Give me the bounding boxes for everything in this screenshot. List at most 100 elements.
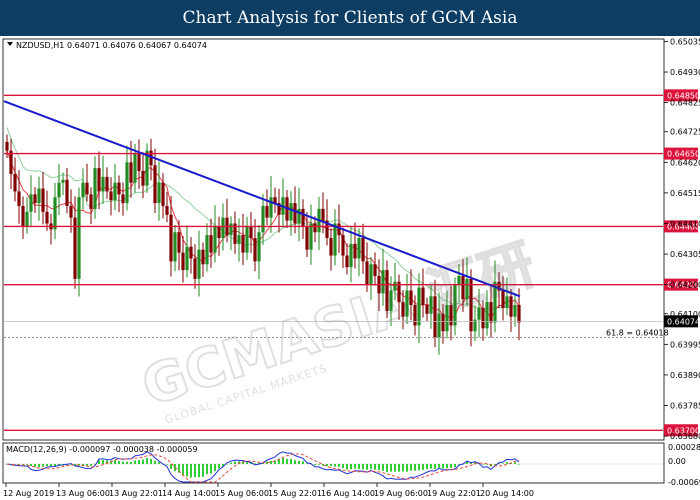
bear-candle: [497, 281, 501, 291]
bull-candle: [61, 179, 65, 183]
macd-histogram-bar: [230, 462, 232, 464]
macd-histogram-bar: [458, 464, 460, 465]
macd-panel-frame: [2, 442, 665, 484]
macd-histogram-bar: [282, 458, 284, 464]
macd-histogram-bar: [398, 464, 400, 472]
macd-histogram-bar: [142, 459, 144, 464]
bull-candle: [381, 270, 385, 294]
bull-candle: [29, 194, 33, 212]
symbol-dropdown-icon[interactable]: [7, 42, 13, 46]
bear-candle: [361, 238, 365, 262]
bull-candle: [185, 246, 189, 271]
macd-histogram-bar: [518, 463, 520, 465]
macd-histogram-bar: [346, 464, 348, 470]
candlestick-chart[interactable]: 0.64850 0.64650 0.64400 0.64200 0.63700 0.640…: [0, 36, 700, 500]
bear-candle: [165, 206, 169, 215]
macd-indicator: [4, 451, 663, 483]
macd-histogram-bar: [482, 464, 484, 465]
macd-title: MACD(12,26,9) -0.000097 -0.000038 -0.000…: [6, 445, 198, 454]
macd-histogram-bar: [122, 461, 124, 464]
time-tick-label: 19 Aug 06:00: [374, 489, 428, 498]
macd-histogram-bar: [402, 464, 404, 472]
time-tick-label: 19 Aug 22:01: [427, 489, 481, 498]
macd-histogram-bar: [334, 464, 336, 467]
bear-candle: [69, 206, 73, 218]
bear-candle: [321, 208, 325, 221]
bear-candle: [189, 246, 193, 259]
ohlc-readout: 0.64071 0.64076 0.64067 0.64074: [67, 41, 207, 50]
bear-candle: [141, 171, 145, 186]
bear-candle: [137, 153, 141, 172]
bear-candle: [313, 223, 317, 233]
level-tag: [664, 278, 698, 291]
macd-histogram-bar: [42, 464, 44, 467]
price-tick-label: 0.64725: [670, 128, 700, 137]
chart-area[interactable]: 0.64850 0.64650 0.64400 0.64200 0.63700 0.640…: [0, 36, 700, 500]
signal-line: [6, 453, 520, 483]
bull-candle: [173, 232, 177, 262]
bull-candle: [197, 249, 201, 279]
bear-candle: [365, 261, 369, 285]
time-tick-label: 20 Aug 14:00: [480, 489, 534, 498]
bear-candle: [373, 264, 377, 276]
bear-candle: [273, 197, 277, 204]
macd-histogram-bar: [198, 464, 200, 478]
bear-candle: [353, 243, 357, 259]
macd-histogram-bar: [450, 464, 452, 468]
macd-histogram-bar: [254, 463, 256, 464]
price-tick-label: 0.63995: [670, 340, 700, 349]
bull-candle: [349, 243, 353, 268]
macd-histogram-bar: [498, 463, 500, 465]
macd-histogram-bar: [406, 464, 408, 472]
bull-candle: [261, 206, 265, 233]
macd-histogram-bar: [366, 464, 368, 470]
level-tag-label: 0.63700: [667, 426, 700, 435]
bear-candle: [105, 176, 109, 192]
bear-candle: [177, 232, 181, 253]
macd-histogram-bar: [270, 460, 272, 464]
bull-candle: [417, 287, 421, 326]
bear-candle: [461, 275, 465, 300]
level-tag-label: 0.64400: [667, 222, 700, 231]
time-axis: 12 Aug 2019 13 Aug 06:00 13 Aug 22:01 14 Au…: [3, 483, 534, 498]
descending-trendline[interactable]: [3, 100, 521, 298]
bear-candle: [341, 235, 345, 256]
macd-histogram-bar: [314, 464, 316, 466]
macd-histogram-bar: [278, 458, 280, 464]
level-tag: [664, 89, 698, 102]
macd-histogram-bar: [322, 464, 324, 466]
macd-histogram-bar: [98, 460, 100, 464]
bear-candle: [265, 206, 269, 218]
bull-candle: [113, 182, 117, 201]
bull-candle: [493, 281, 497, 323]
macd-histogram-bar: [298, 460, 300, 464]
macd-histogram-bar: [350, 464, 352, 470]
bear-candle: [85, 182, 89, 195]
bear-candle: [421, 287, 425, 306]
macd-histogram-bar: [130, 461, 132, 464]
bear-candle: [433, 296, 437, 338]
macd-histogram-bar: [390, 464, 392, 472]
symbol-label[interactable]: NZDUSD,H1: [16, 41, 64, 50]
price-tick-label: 0.63785: [670, 402, 700, 411]
bull-candle: [389, 290, 393, 311]
bear-candle: [501, 290, 505, 308]
bear-candle: [17, 191, 21, 207]
macd-histogram-bar: [106, 460, 108, 464]
bear-candle: [517, 305, 521, 323]
macd-histogram-bar: [158, 462, 160, 464]
bull-candle: [81, 182, 85, 198]
bear-candle: [469, 278, 473, 332]
current-price-label: 0.64074: [667, 317, 700, 326]
bull-candle: [125, 162, 129, 204]
bear-candle: [149, 150, 153, 166]
bull-candle: [465, 278, 469, 300]
price-axis: 0.65035 0.64930 0.64825 0.64725 0.64620 0.645…: [664, 37, 700, 441]
bull-candle: [513, 305, 517, 317]
macd-histogram-bar: [178, 464, 180, 473]
macd-histogram-bar: [210, 464, 212, 474]
time-tick-label: 12 Aug 2019: [3, 489, 54, 498]
banner-title: Chart Analysis for Clients of GCM Asia: [0, 0, 700, 36]
bull-candle: [405, 290, 409, 317]
macd-histogram-bar: [46, 464, 48, 466]
